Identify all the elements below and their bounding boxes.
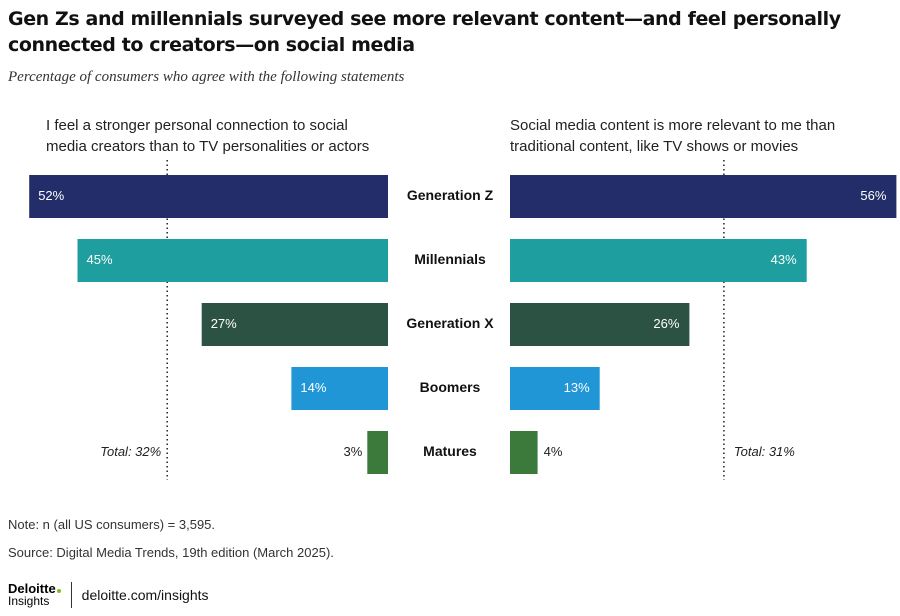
footer: Deloitte Insights deloitte.com/insights [8, 580, 209, 610]
category-label-generation-x: Generation X [406, 315, 494, 331]
right-panel-label: Social media content is more relevant to… [510, 117, 836, 155]
left-bar-generation-z [29, 175, 388, 218]
right-total-label: Total: 31% [734, 444, 795, 459]
left-bar-generation-x [201, 303, 388, 346]
right-value-label-generation-x: 26% [653, 316, 679, 331]
left-bar-matures [367, 431, 388, 474]
right-bar-generation-z [510, 175, 897, 218]
category-label-generation-z: Generation Z [407, 187, 494, 203]
footer-divider [70, 582, 72, 608]
right-bar-boomers [510, 367, 600, 410]
left-value-label-millennials: 45% [87, 252, 113, 267]
category-label-matures: Matures [423, 443, 477, 459]
left-value-label-matures: 3% [344, 444, 363, 459]
left-value-label-boomers: 14% [300, 380, 326, 395]
right-bar-matures [510, 431, 538, 474]
logo-sub: Insights [8, 594, 50, 608]
butterfly-bar-chart: 52% 56% Generation Z 45% 43% Millennials 27% 26… [29, 160, 897, 480]
right-value-label-generation-z: 56% [860, 188, 886, 203]
right-value-label-millennials: 43% [771, 252, 797, 267]
left-panel-label: I feel a stronger personal connection to… [46, 117, 370, 155]
right-value-label-matures: 4% [544, 444, 563, 459]
footer-link[interactable]: deloitte.com/insights [81, 587, 209, 603]
source-text: Source: Digital Media Trends, 19th editi… [8, 545, 334, 560]
right-bar-generation-x [510, 303, 690, 346]
left-value-label-generation-z: 52% [38, 188, 64, 203]
left-bar-millennials [77, 239, 388, 282]
left-value-label-generation-x: 27% [211, 316, 237, 331]
logo-name: Deloitte [8, 582, 61, 595]
chart-subtitle: Percentage of consumers who agree with t… [8, 69, 405, 85]
right-bar-millennials [510, 239, 807, 282]
category-label-millennials: Millennials [414, 251, 486, 267]
left-total-label: Total: 32% [100, 444, 161, 459]
note-text: Note: n (all US consumers) = 3,595. [8, 517, 216, 532]
left-bar-boomers [291, 367, 388, 410]
right-value-label-boomers: 13% [564, 380, 590, 395]
deloitte-logo: Deloitte Insights [8, 582, 61, 608]
category-label-boomers: Boomers [420, 379, 481, 395]
chart-title: Gen Zs and millennials surveyed see more… [8, 8, 841, 56]
